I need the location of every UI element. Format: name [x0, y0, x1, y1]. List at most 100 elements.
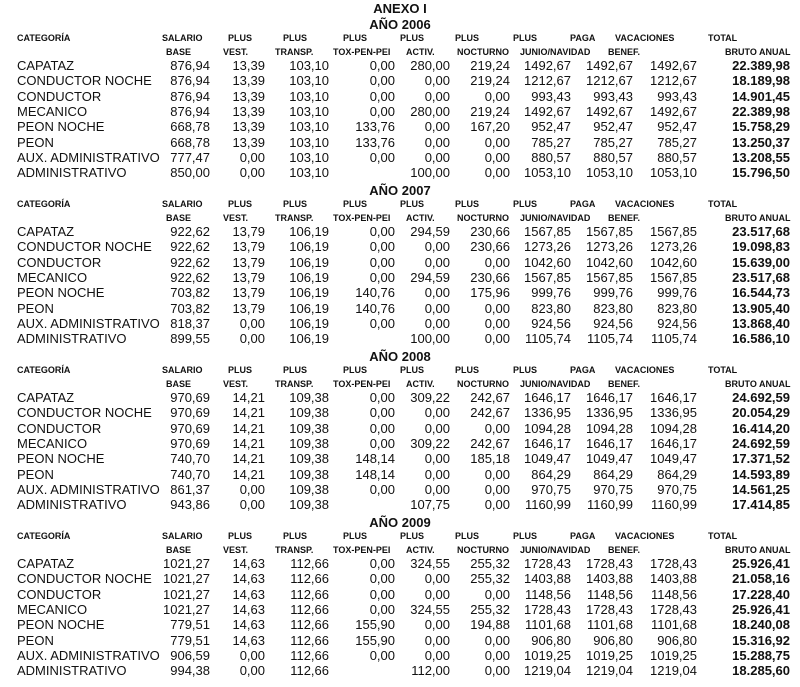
value-cell: 0,00	[369, 149, 395, 165]
value-cell: 740,70	[170, 466, 210, 482]
value-cell: 880,57	[593, 149, 633, 165]
value-cell: 167,20	[470, 119, 510, 135]
column-subheader: NOCTURNO	[457, 47, 509, 57]
value-cell: 13,39	[232, 103, 265, 119]
column-subheader: BRUTO ANUAL	[725, 379, 791, 389]
total-cell: 14.593,89	[732, 466, 790, 482]
value-cell: 0,00	[424, 315, 450, 331]
column-header: PLUS	[455, 33, 480, 43]
value-cell: 309,22	[410, 390, 450, 405]
value-cell: 0,00	[484, 481, 510, 497]
value-cell: 175,96	[470, 285, 510, 301]
total-cell: 15.758,29	[732, 119, 790, 135]
total-cell: 13.905,40	[732, 300, 790, 316]
category-cell: ADMINISTRATIVO	[17, 165, 127, 181]
value-cell: 0,00	[369, 254, 395, 270]
value-cell: 103,10	[289, 103, 329, 119]
value-cell: 1728,43	[586, 556, 633, 571]
value-cell: 1336,95	[650, 405, 697, 421]
value-cell: 0,00	[369, 103, 395, 119]
value-cell: 906,80	[593, 632, 633, 648]
value-cell: 922,62	[170, 224, 210, 239]
column-header: PLUS	[283, 531, 308, 541]
value-cell: 0,00	[369, 571, 395, 587]
value-cell: 103,10	[289, 58, 329, 73]
value-cell: 14,21	[232, 390, 265, 405]
column-header: PLUS	[513, 365, 538, 375]
value-cell: 14,21	[232, 466, 265, 482]
value-cell: 1042,60	[586, 254, 633, 270]
value-cell: 703,82	[170, 285, 210, 301]
value-cell: 1053,10	[524, 165, 571, 181]
value-cell: 13,79	[232, 300, 265, 316]
column-header: PLUS	[228, 531, 253, 541]
column-header: CATEGORÍA	[17, 199, 71, 209]
value-cell: 970,75	[593, 481, 633, 497]
value-cell: 0,00	[424, 119, 450, 135]
category-cell: CONDUCTOR	[17, 254, 102, 270]
value-cell: 13,39	[232, 88, 265, 104]
category-cell: ADMINISTRATIVO	[17, 663, 127, 679]
value-cell: 970,75	[531, 481, 571, 497]
total-cell: 14.561,25	[732, 481, 790, 497]
value-cell: 0,00	[369, 88, 395, 104]
value-cell: 740,70	[170, 451, 210, 467]
column-header: VACACIONES	[615, 531, 675, 541]
value-cell: 109,38	[289, 481, 329, 497]
value-cell: 194,88	[470, 617, 510, 633]
column-header: PLUS	[343, 33, 368, 43]
value-cell: 109,38	[289, 435, 329, 451]
value-cell: 1273,26	[524, 239, 571, 255]
total-cell: 15.796,50	[732, 165, 790, 181]
value-cell: 0,00	[484, 134, 510, 150]
value-cell: 994,38	[170, 663, 210, 679]
column-header: PAGA	[570, 199, 596, 209]
category-cell: MECANICO	[17, 103, 88, 119]
column-header: PLUS	[343, 365, 368, 375]
value-cell: 13,39	[232, 119, 265, 135]
value-cell: 294,59	[410, 224, 450, 239]
value-cell: 14,21	[232, 420, 265, 436]
value-cell: 255,32	[470, 601, 510, 617]
value-cell: 999,76	[657, 285, 697, 301]
value-cell: 1105,74	[524, 331, 571, 347]
value-cell: 107,75	[410, 497, 450, 513]
column-subheader: JUNIO/NAVIDAD	[520, 213, 591, 223]
value-cell: 0,00	[424, 451, 450, 467]
value-cell: 133,76	[355, 119, 395, 135]
value-cell: 785,27	[531, 134, 571, 150]
value-cell: 1105,74	[586, 331, 633, 347]
value-cell: 970,69	[170, 420, 210, 436]
value-cell: 1567,85	[586, 224, 633, 239]
value-cell: 0,00	[484, 632, 510, 648]
column-header: TOTAL	[708, 531, 738, 541]
total-cell: 23.517,68	[732, 269, 790, 285]
value-cell: 242,67	[470, 435, 510, 451]
value-cell: 103,10	[289, 134, 329, 150]
value-cell: 1646,17	[586, 390, 633, 405]
value-cell: 993,43	[657, 88, 697, 104]
value-cell: 823,80	[531, 300, 571, 316]
value-cell: 999,76	[593, 285, 633, 301]
value-cell: 1105,74	[650, 331, 697, 347]
value-cell: 864,29	[593, 466, 633, 482]
value-cell: 1728,43	[650, 556, 697, 571]
value-cell: 242,67	[470, 405, 510, 421]
column-subheader: BASE	[166, 213, 192, 223]
column-header: PLUS	[343, 199, 368, 209]
value-cell: 242,67	[470, 390, 510, 405]
value-cell: 0,00	[484, 88, 510, 104]
value-cell: 0,00	[424, 647, 450, 663]
value-cell: 1336,95	[586, 405, 633, 421]
column-subheader: TOX-PEN-PEI	[333, 379, 391, 389]
value-cell: 999,76	[531, 285, 571, 301]
value-cell: 140,76	[355, 300, 395, 316]
value-cell: 861,37	[170, 481, 210, 497]
value-cell: 112,66	[290, 663, 329, 679]
column-subheader: BENEF.	[608, 213, 641, 223]
value-cell: 0,00	[239, 165, 265, 181]
value-cell: 106,19	[289, 285, 329, 301]
value-cell: 109,38	[289, 420, 329, 436]
total-cell: 14.901,45	[732, 88, 790, 104]
value-cell: 668,78	[170, 134, 210, 150]
